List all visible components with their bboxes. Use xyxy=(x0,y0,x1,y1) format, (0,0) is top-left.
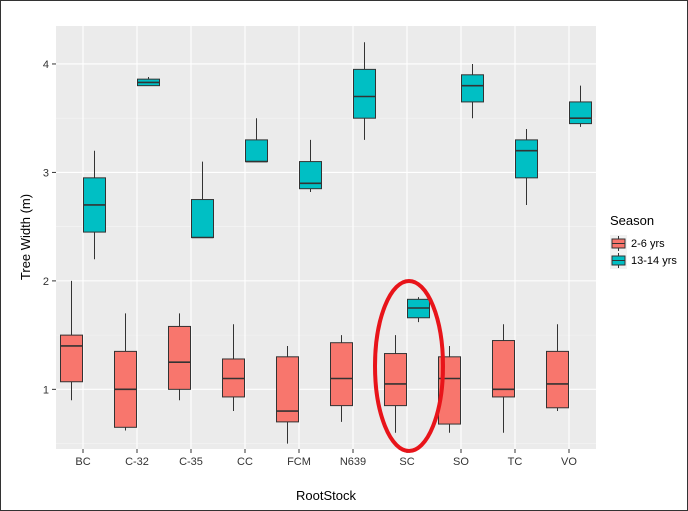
box-body xyxy=(245,139,268,163)
box-2-6-yrs-tc xyxy=(492,324,515,433)
box-2-6-yrs-c-35 xyxy=(168,313,191,401)
box-body xyxy=(492,340,515,398)
x-tick-label: CC xyxy=(237,456,253,468)
box-body xyxy=(384,353,407,407)
box-13-14-yrs-tc xyxy=(515,129,538,205)
y-tick-label: 4 xyxy=(43,59,49,71)
legend-item: 13-14 yrs xyxy=(610,252,677,269)
box-2-6-yrs-c-32 xyxy=(114,313,137,431)
box-13-14-yrs-c-32 xyxy=(137,76,160,87)
legend-title: Season xyxy=(610,213,654,228)
box-body xyxy=(60,334,83,383)
x-tick-label: TC xyxy=(508,456,523,468)
box-13-14-yrs-fcm xyxy=(299,139,322,192)
box-13-14-yrs-vo xyxy=(569,85,592,127)
box-body xyxy=(461,74,484,103)
y-axis: 1 2 3 4 xyxy=(43,59,56,396)
box-13-14-yrs-c-35 xyxy=(191,161,214,239)
box-body xyxy=(168,325,191,390)
x-tick-label: BC xyxy=(75,456,90,468)
box-13-14-yrs-so xyxy=(461,63,484,119)
legend: Season 2-6 yrs 13-14 yrs xyxy=(610,213,677,269)
box-2-6-yrs-sc xyxy=(384,335,407,433)
y-axis-title: Tree Width (m) xyxy=(18,194,33,280)
x-tick-label: SC xyxy=(399,456,414,468)
box-13-14-yrs-cc xyxy=(245,118,268,163)
box-2-6-yrs-cc xyxy=(222,324,245,412)
box-body xyxy=(299,161,322,190)
x-tick-label: VO xyxy=(561,456,577,468)
x-tick-label: C-35 xyxy=(179,456,203,468)
x-tick-label: FCM xyxy=(287,456,311,468)
x-tick-label: C-32 xyxy=(125,456,149,468)
box-13-14-yrs-n639 xyxy=(353,42,376,140)
box-2-6-yrs-fcm xyxy=(276,345,299,444)
box-groups xyxy=(60,42,592,444)
box-body xyxy=(276,356,299,423)
x-axis: BC C-32 C-35 CC FCM N639 SC SO TC VO xyxy=(75,449,577,468)
box-2-6-yrs-n639 xyxy=(330,335,353,422)
box-13-14-yrs-sc xyxy=(407,297,430,323)
legend-label: 13-14 yrs xyxy=(631,255,677,267)
y-tick-label: 3 xyxy=(43,167,49,179)
box-body xyxy=(546,350,569,409)
legend-label: 2-6 yrs xyxy=(631,238,665,250)
box-2-6-yrs-vo xyxy=(546,324,569,412)
box-body xyxy=(353,68,376,119)
annotations xyxy=(373,279,445,453)
box-body xyxy=(515,139,538,179)
box-body xyxy=(569,101,592,125)
box-body xyxy=(330,342,353,407)
box-2-6-yrs-bc xyxy=(60,280,83,401)
box-13-14-yrs-bc xyxy=(83,150,106,260)
y-tick-label: 1 xyxy=(43,384,49,396)
grid-lines xyxy=(56,26,596,449)
y-tick-label: 2 xyxy=(43,276,49,288)
x-tick-label: SO xyxy=(453,456,469,468)
x-axis-title: RootStock xyxy=(296,488,356,503)
x-tick-label: N639 xyxy=(340,456,366,468)
box-body xyxy=(191,199,214,239)
legend-item: 2-6 yrs xyxy=(610,235,665,252)
highlight-ellipse xyxy=(373,279,445,453)
